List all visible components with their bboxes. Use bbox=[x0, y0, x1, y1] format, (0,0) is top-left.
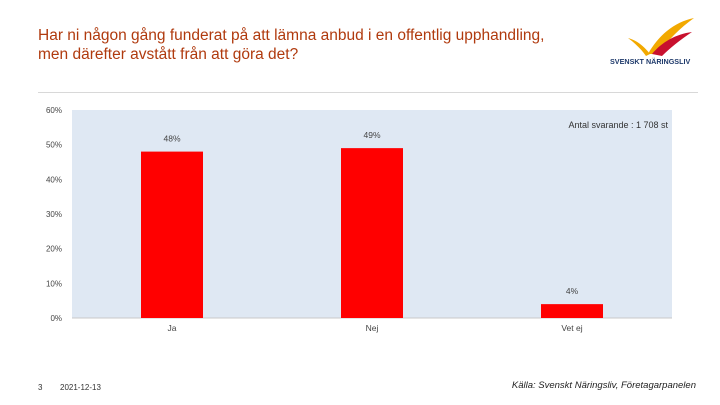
x-tick-label: Vet ej bbox=[561, 323, 582, 333]
source-note: Källa: Svenskt Näringsliv, Företagarpane… bbox=[511, 380, 696, 391]
data-label: 49% bbox=[363, 130, 380, 140]
data-label: 48% bbox=[163, 134, 180, 144]
y-tick-label: 40% bbox=[46, 175, 62, 184]
title-divider bbox=[38, 92, 698, 93]
logo-text: SVENSKT NÄRINGSLIV bbox=[610, 57, 690, 66]
slide-title: Har ni någon gång funderat på att lämna … bbox=[38, 27, 545, 63]
y-tick-label: 50% bbox=[46, 141, 62, 150]
y-tick-label: 0% bbox=[50, 314, 62, 323]
slide-date: 2021-12-13 bbox=[60, 383, 101, 392]
data-label: 4% bbox=[566, 286, 579, 296]
bar bbox=[141, 151, 203, 318]
logo-wing-lower bbox=[652, 32, 692, 56]
x-tick-label: Nej bbox=[366, 323, 379, 333]
y-tick-label: 30% bbox=[46, 210, 62, 219]
respondents-annotation: Antal svarande : 1 708 st bbox=[568, 120, 668, 130]
bar bbox=[341, 148, 403, 318]
bar-chart: Antal svarande : 1 708 st 0% 10% 20% 30% 40%… bbox=[46, 106, 672, 333]
svenskt-naringsliv-logo: SVENSKT NÄRINGSLIV bbox=[610, 18, 694, 66]
page-number: 3 bbox=[38, 383, 43, 392]
logo-wing-upper bbox=[648, 18, 694, 54]
x-tick-label: Ja bbox=[168, 323, 177, 333]
y-tick-label: 60% bbox=[46, 106, 62, 115]
bar bbox=[541, 304, 603, 318]
y-tick-label: 10% bbox=[46, 279, 62, 288]
y-tick-label: 20% bbox=[46, 245, 62, 254]
logo-wing-left bbox=[628, 38, 650, 56]
